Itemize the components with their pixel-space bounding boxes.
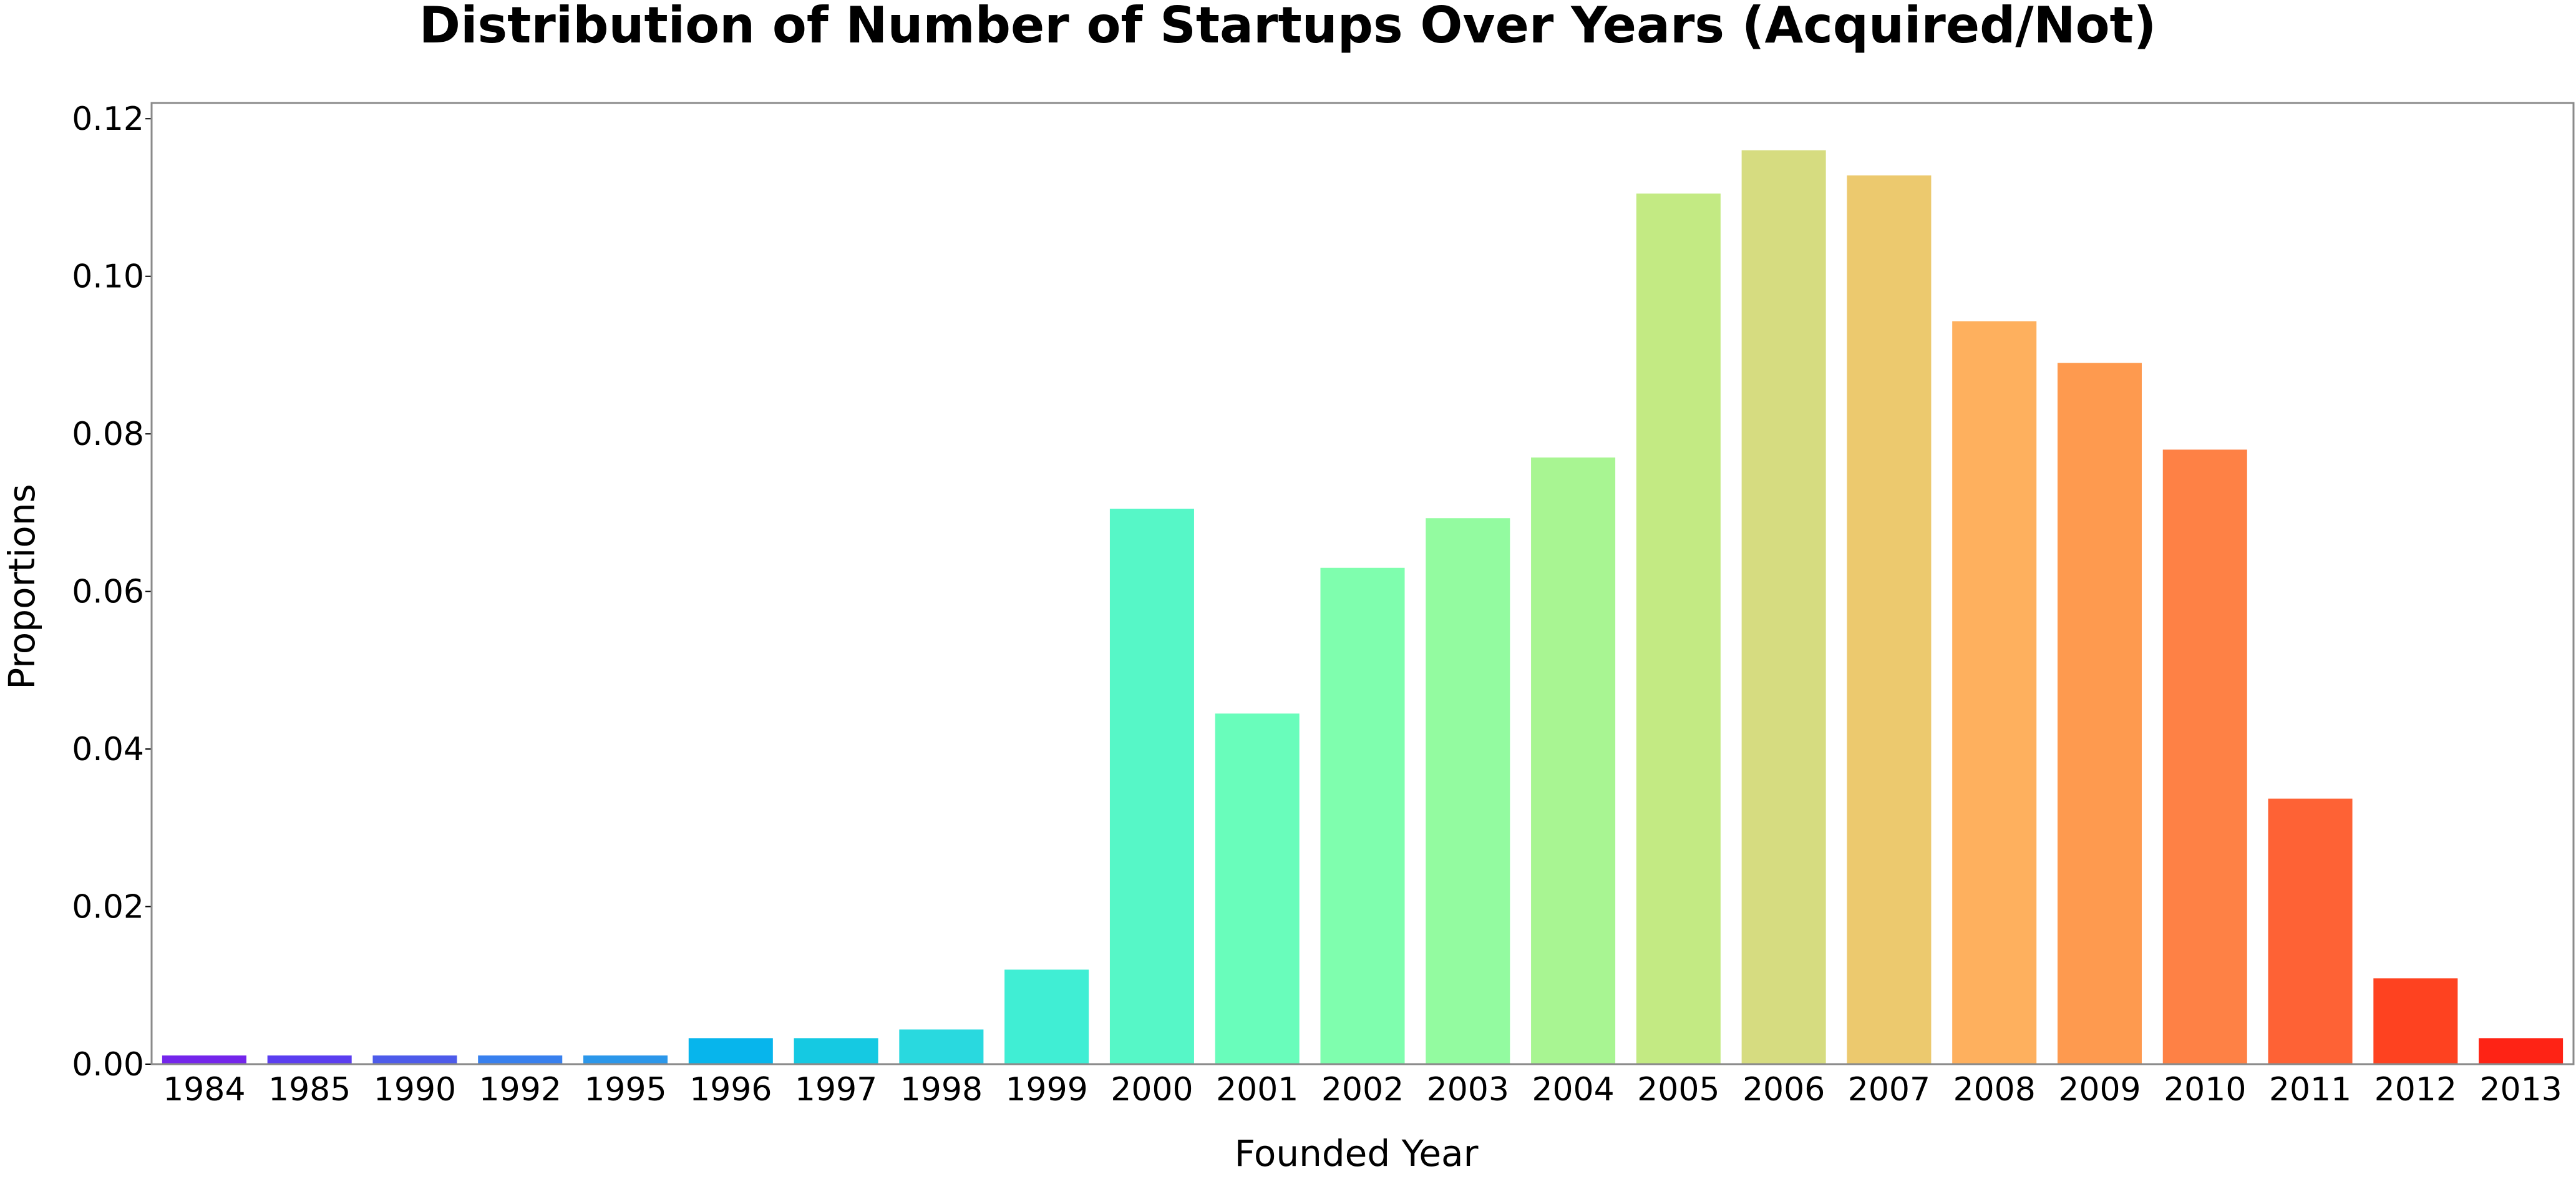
- bar-2005: [1636, 193, 1721, 1064]
- y-tick-label: 0.08: [72, 416, 144, 453]
- x-axis-label: Founded Year: [1235, 1132, 1479, 1175]
- y-tick-label: 0.12: [72, 100, 144, 138]
- x-tick-label: 1999: [1005, 1071, 1087, 1108]
- x-tick-label: 1990: [374, 1071, 456, 1108]
- bar-2007: [1847, 175, 1932, 1065]
- x-tick-label: 2008: [1953, 1071, 2036, 1108]
- bar-2008: [1952, 321, 2037, 1064]
- bar-2011: [2268, 798, 2353, 1064]
- y-axis-ticks: 0.00 0.02 0.04 0.06 0.08 0.10 0.12: [72, 100, 152, 1084]
- bars-group: [162, 150, 2564, 1065]
- x-tick-label: 1992: [479, 1071, 561, 1108]
- bar-2006: [1741, 150, 1826, 1065]
- x-tick-label: 1984: [163, 1071, 245, 1108]
- x-tick-label: 2000: [1111, 1071, 1193, 1108]
- bar-2003: [1426, 518, 1510, 1064]
- bar-2004: [1531, 457, 1616, 1064]
- bar-1999: [1004, 969, 1089, 1064]
- y-tick-label: 0.02: [72, 889, 144, 926]
- x-tick-label: 2011: [2269, 1071, 2351, 1108]
- x-tick-label: 2009: [2058, 1071, 2141, 1108]
- bar-1996: [688, 1038, 773, 1064]
- x-tick-label: 2012: [2374, 1071, 2457, 1108]
- x-tick-label: 2002: [1321, 1071, 1404, 1108]
- bar-1998: [899, 1029, 984, 1064]
- plot-frame: [150, 102, 2575, 1065]
- y-tick-label: 0.10: [72, 258, 144, 296]
- y-axis-label: Proportions: [1, 484, 43, 689]
- bar-2000: [1109, 509, 1194, 1064]
- bar-1995: [583, 1055, 668, 1064]
- bar-2002: [1320, 567, 1405, 1064]
- x-tick-label: 2010: [2164, 1071, 2246, 1108]
- x-tick-label: 2005: [1637, 1071, 1719, 1108]
- x-tick-label: 2007: [1848, 1071, 1930, 1108]
- x-tick-label: 2006: [1742, 1071, 1825, 1108]
- x-tick-label: 2004: [1532, 1071, 1614, 1108]
- bar-2009: [2057, 363, 2142, 1064]
- x-tick-label: 2001: [1216, 1071, 1298, 1108]
- x-tick-label: 2013: [2479, 1071, 2562, 1108]
- bar-1990: [372, 1055, 457, 1064]
- bar-2013: [2479, 1038, 2564, 1064]
- y-tick-label: 0.04: [72, 731, 144, 768]
- x-tick-label: 1998: [900, 1071, 983, 1108]
- bar-2001: [1215, 713, 1300, 1064]
- x-tick-label: 2003: [1427, 1071, 1509, 1108]
- x-tick-label: 1985: [268, 1071, 351, 1108]
- bar-1984: [162, 1055, 246, 1064]
- x-tick-label: 1996: [689, 1071, 772, 1108]
- x-axis-ticks: 1984 1985 1990 1992 1995 1996 1997 1998 1999 2000…: [163, 1071, 2562, 1108]
- bar-1992: [478, 1055, 563, 1064]
- x-tick-label: 1997: [795, 1071, 877, 1108]
- chart-title: Distribution of Number of Startups Over …: [419, 0, 2157, 54]
- x-tick-label: 1995: [584, 1071, 666, 1108]
- y-tick-label: 0.06: [72, 574, 144, 611]
- bar-1997: [794, 1038, 878, 1064]
- bar-2010: [2162, 449, 2247, 1064]
- bar-2012: [2373, 978, 2458, 1064]
- y-tick-label: 0.00: [72, 1046, 144, 1084]
- bar-1985: [267, 1055, 352, 1064]
